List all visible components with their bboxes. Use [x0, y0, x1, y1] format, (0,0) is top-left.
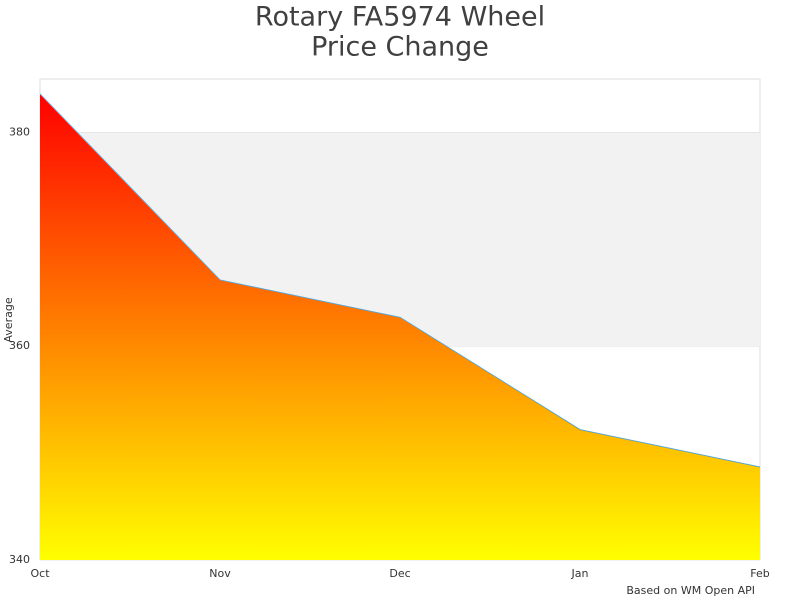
credit: Based on WM Open API	[626, 584, 755, 597]
chart-title: Rotary FA5974 Wheel	[255, 2, 545, 33]
y-tick-label: 380	[9, 125, 30, 138]
x-tick-label: Nov	[209, 567, 231, 580]
x-tick-label: Dec	[389, 567, 410, 580]
x-tick-label: Oct	[30, 567, 50, 580]
line	[39, 93, 761, 468]
x-tick-label: Feb	[750, 567, 769, 580]
area	[40, 93, 760, 560]
y-axis-label: Average	[2, 297, 15, 342]
chart-title: Price Change	[311, 32, 489, 63]
x-tick-label: Jan	[571, 567, 589, 580]
y-tick-label: 340	[9, 553, 30, 566]
y-tick-label: 360	[9, 339, 30, 352]
